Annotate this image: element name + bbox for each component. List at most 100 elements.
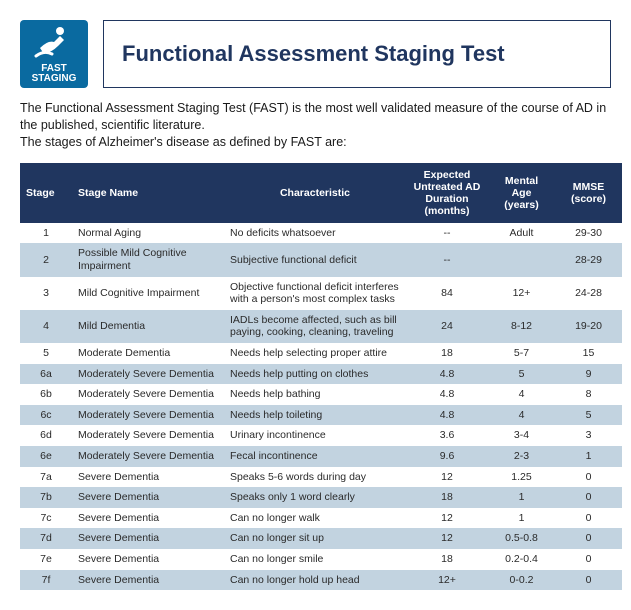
cell-age: 1 bbox=[488, 487, 555, 508]
running-person-icon bbox=[34, 26, 74, 58]
cell-char: Needs help putting on clothes bbox=[224, 364, 406, 385]
cell-age: Adult bbox=[488, 223, 555, 244]
cell-mmse: 0 bbox=[555, 508, 622, 529]
cell-stage: 7e bbox=[20, 549, 72, 570]
cell-name: Moderately Severe Dementia bbox=[72, 405, 224, 426]
cell-age: 2-3 bbox=[488, 446, 555, 467]
table-row: 1Normal AgingNo deficits whatsoever--Adu… bbox=[20, 223, 622, 244]
cell-name: Severe Dementia bbox=[72, 487, 224, 508]
cell-stage: 5 bbox=[20, 343, 72, 364]
cell-age: 4 bbox=[488, 384, 555, 405]
fast-staging-table: Stage Stage Name Characteristic Expected… bbox=[20, 163, 622, 591]
cell-dur: 18 bbox=[406, 487, 488, 508]
cell-stage: 7d bbox=[20, 528, 72, 549]
cell-stage: 6d bbox=[20, 425, 72, 446]
cell-mmse: 9 bbox=[555, 364, 622, 385]
table-row: 7fSevere DementiaCan no longer hold up h… bbox=[20, 570, 622, 591]
cell-stage: 6c bbox=[20, 405, 72, 426]
col-dur: Expected Untreated AD Duration (months) bbox=[406, 163, 488, 223]
cell-age: 0-0.2 bbox=[488, 570, 555, 591]
cell-char: Can no longer sit up bbox=[224, 528, 406, 549]
cell-char: Subjective functional deficit bbox=[224, 243, 406, 276]
cell-dur: 12 bbox=[406, 528, 488, 549]
cell-name: Severe Dementia bbox=[72, 549, 224, 570]
cell-age bbox=[488, 243, 555, 276]
cell-name: Moderately Severe Dementia bbox=[72, 364, 224, 385]
cell-mmse: 15 bbox=[555, 343, 622, 364]
cell-age: 1 bbox=[488, 508, 555, 529]
cell-mmse: 0 bbox=[555, 487, 622, 508]
cell-dur: 18 bbox=[406, 343, 488, 364]
cell-mmse: 0 bbox=[555, 467, 622, 488]
cell-char: Can no longer smile bbox=[224, 549, 406, 570]
table-body: 1Normal AgingNo deficits whatsoever--Adu… bbox=[20, 223, 622, 590]
cell-stage: 3 bbox=[20, 277, 72, 310]
cell-stage: 6a bbox=[20, 364, 72, 385]
table-row: 7aSevere DementiaSpeaks 5-6 words during… bbox=[20, 467, 622, 488]
cell-age: 1.25 bbox=[488, 467, 555, 488]
cell-char: IADLs become affected, such as bill payi… bbox=[224, 310, 406, 343]
cell-age: 0.5-0.8 bbox=[488, 528, 555, 549]
cell-stage: 7c bbox=[20, 508, 72, 529]
cell-age: 12+ bbox=[488, 277, 555, 310]
cell-dur: 84 bbox=[406, 277, 488, 310]
cell-char: Needs help toileting bbox=[224, 405, 406, 426]
cell-char: Speaks only 1 word clearly bbox=[224, 487, 406, 508]
cell-dur: 18 bbox=[406, 549, 488, 570]
table-row: 2Possible Mild Cognitive ImpairmentSubje… bbox=[20, 243, 622, 276]
cell-dur: 12+ bbox=[406, 570, 488, 591]
table-row: 4Mild DementiaIADLs become affected, suc… bbox=[20, 310, 622, 343]
cell-mmse: 8 bbox=[555, 384, 622, 405]
table-row: 7bSevere DementiaSpeaks only 1 word clea… bbox=[20, 487, 622, 508]
table-row: 5Moderate DementiaNeeds help selecting p… bbox=[20, 343, 622, 364]
cell-name: Moderately Severe Dementia bbox=[72, 446, 224, 467]
cell-stage: 1 bbox=[20, 223, 72, 244]
table-row: 7cSevere DementiaCan no longer walk1210 bbox=[20, 508, 622, 529]
cell-name: Moderately Severe Dementia bbox=[72, 425, 224, 446]
cell-char: Fecal incontinence bbox=[224, 446, 406, 467]
table-row: 6eModerately Severe DementiaFecal incont… bbox=[20, 446, 622, 467]
cell-name: Severe Dementia bbox=[72, 508, 224, 529]
cell-stage: 6b bbox=[20, 384, 72, 405]
col-mmse: MMSE (score) bbox=[555, 163, 622, 223]
cell-char: Objective functional deficit interferes … bbox=[224, 277, 406, 310]
cell-name: Possible Mild Cognitive Impairment bbox=[72, 243, 224, 276]
cell-stage: 7b bbox=[20, 487, 72, 508]
cell-dur: 3.6 bbox=[406, 425, 488, 446]
title-box: Functional Assessment Staging Test bbox=[103, 20, 611, 88]
cell-name: Moderate Dementia bbox=[72, 343, 224, 364]
cell-mmse: 0 bbox=[555, 570, 622, 591]
cell-char: Can no longer walk bbox=[224, 508, 406, 529]
cell-dur: -- bbox=[406, 243, 488, 276]
cell-char: Needs help selecting proper attire bbox=[224, 343, 406, 364]
cell-char: Speaks 5-6 words during day bbox=[224, 467, 406, 488]
table-row: 3Mild Cognitive ImpairmentObjective func… bbox=[20, 277, 622, 310]
col-age: Mental Age (years) bbox=[488, 163, 555, 223]
cell-name: Severe Dementia bbox=[72, 467, 224, 488]
cell-dur: 24 bbox=[406, 310, 488, 343]
cell-name: Mild Cognitive Impairment bbox=[72, 277, 224, 310]
table-row: 6aModerately Severe DementiaNeeds help p… bbox=[20, 364, 622, 385]
cell-char: Can no longer hold up head bbox=[224, 570, 406, 591]
cell-stage: 7f bbox=[20, 570, 72, 591]
cell-name: Moderately Severe Dementia bbox=[72, 384, 224, 405]
cell-dur: -- bbox=[406, 223, 488, 244]
col-stage: Stage bbox=[20, 163, 72, 223]
cell-mmse: 29-30 bbox=[555, 223, 622, 244]
cell-name: Severe Dementia bbox=[72, 528, 224, 549]
cell-age: 5 bbox=[488, 364, 555, 385]
cell-mmse: 19-20 bbox=[555, 310, 622, 343]
logo-label: FAST STAGING bbox=[20, 64, 88, 84]
cell-stage: 4 bbox=[20, 310, 72, 343]
cell-dur: 12 bbox=[406, 508, 488, 529]
cell-dur: 4.8 bbox=[406, 364, 488, 385]
cell-stage: 6e bbox=[20, 446, 72, 467]
table-row: 7eSevere DementiaCan no longer smile180.… bbox=[20, 549, 622, 570]
table-row: 7dSevere DementiaCan no longer sit up120… bbox=[20, 528, 622, 549]
cell-dur: 12 bbox=[406, 467, 488, 488]
cell-mmse: 1 bbox=[555, 446, 622, 467]
intro-line-1: The Functional Assessment Staging Test (… bbox=[20, 101, 606, 132]
cell-age: 8-12 bbox=[488, 310, 555, 343]
cell-stage: 2 bbox=[20, 243, 72, 276]
cell-mmse: 24-28 bbox=[555, 277, 622, 310]
